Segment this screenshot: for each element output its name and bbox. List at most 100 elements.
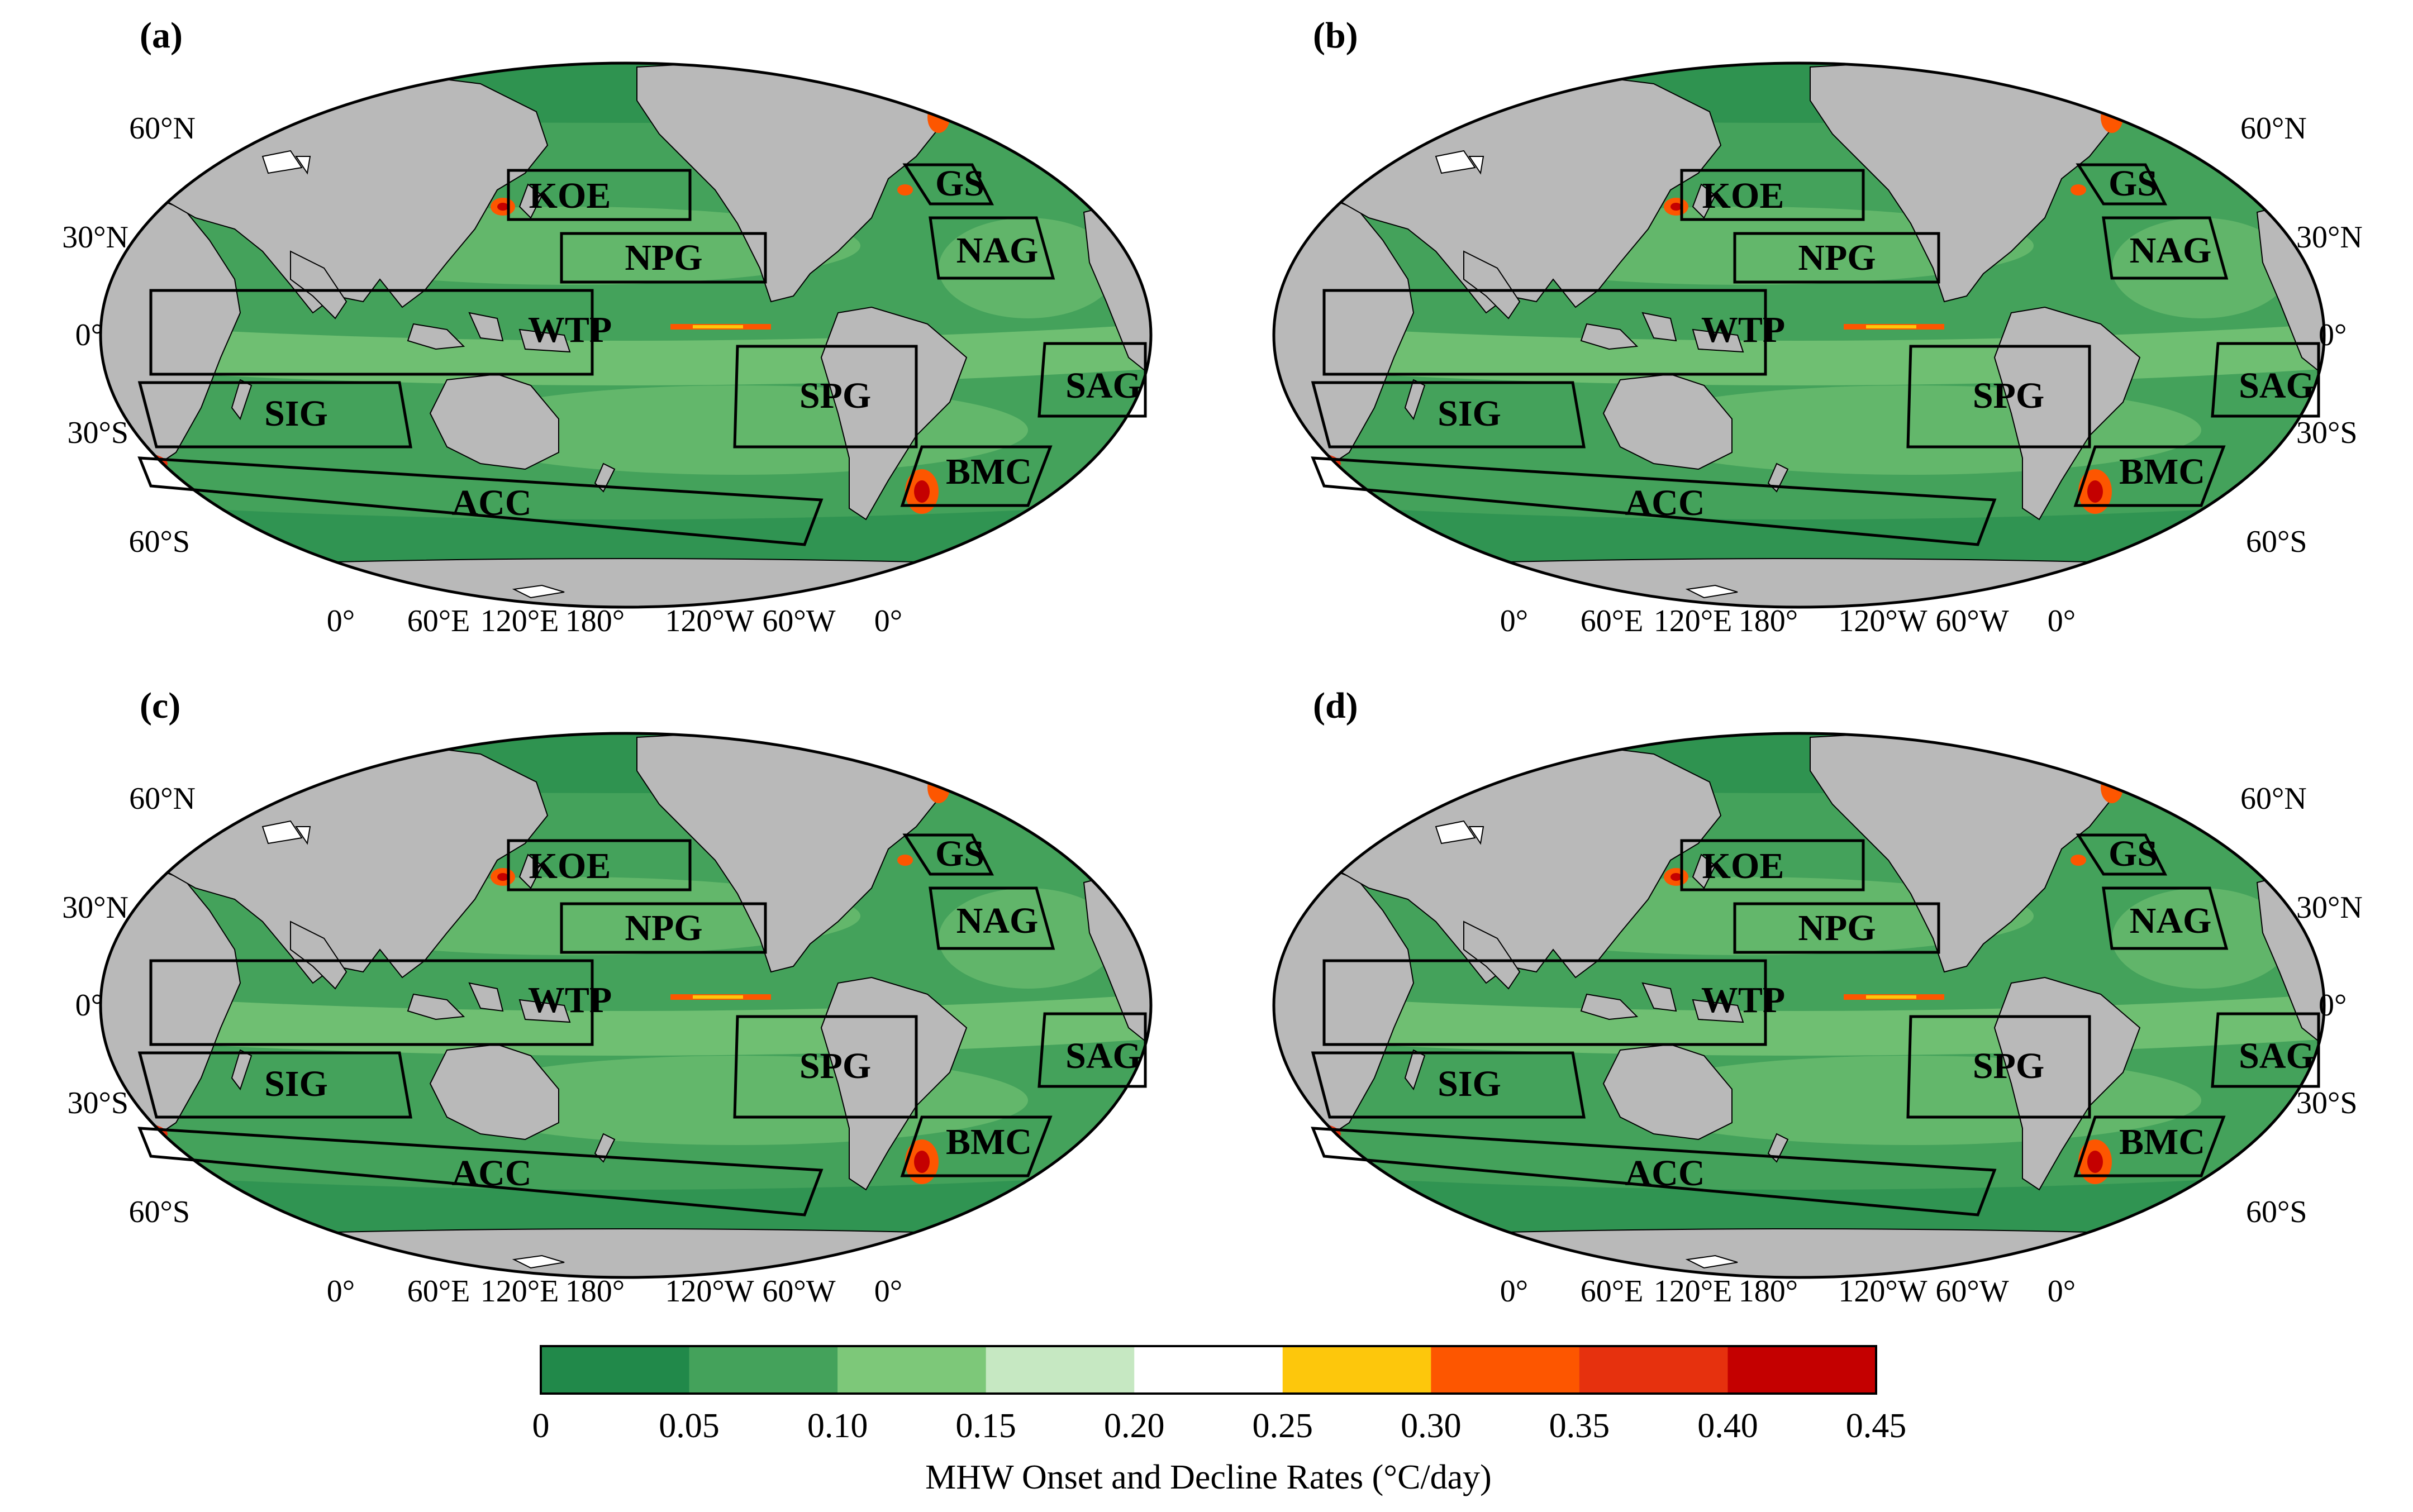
- longitude-label: 0°: [2048, 604, 2076, 638]
- longitude-label: 0°: [327, 604, 355, 638]
- longitude-label: 0°: [874, 604, 902, 638]
- region-box: [2211, 1012, 2320, 1088]
- map-frame: [1272, 732, 2326, 1279]
- colorbar-cell: [837, 1346, 987, 1394]
- colorbar-tick-label: 0.45: [1846, 1407, 1907, 1445]
- colorbar-tick-label: 0.40: [1697, 1407, 1758, 1445]
- region-box: [1680, 839, 1865, 891]
- longitude-label: 60°W: [1935, 1274, 2009, 1309]
- colorbar-tick-label: 0.30: [1401, 1407, 1462, 1445]
- region-label: GS: [2109, 833, 2158, 874]
- region-box: [507, 169, 692, 221]
- region-box: [137, 381, 412, 449]
- latitude-label: 30°S: [2296, 1086, 2358, 1120]
- region-label: GS: [2109, 163, 2158, 204]
- map-panel: KOE NPG WTP SIG ACC SPG GS NAG SAG BMC (d) 60°N 30°N…: [1272, 685, 2363, 1309]
- region-label: SPG: [799, 1046, 871, 1086]
- latitude-label: 30°N: [62, 220, 128, 255]
- region-label: BMC: [2119, 451, 2205, 492]
- region-label: SIG: [1438, 1063, 1501, 1104]
- region-box: [2102, 886, 2229, 950]
- colorbar: 0 0.05 0.10 0.15 0.20 0.25 0.30 0.35 0.40 0.45 MH…: [532, 1345, 1907, 1496]
- latitude-label: 60°N: [129, 781, 196, 816]
- region-box: [900, 445, 1053, 507]
- colorbar-cell: [1431, 1346, 1580, 1394]
- panel-label: (b): [1313, 15, 1358, 56]
- latitude-label: 60°S: [2246, 524, 2307, 559]
- longitude-label: 0°: [874, 1274, 902, 1309]
- latitude-label: 60°N: [129, 111, 196, 146]
- region-label: BMC: [2119, 1122, 2205, 1162]
- region-label: NAG: [2130, 230, 2212, 271]
- region-box: [1311, 1127, 1997, 1217]
- region-box: [1680, 169, 1865, 221]
- colorbar-cell: [1134, 1346, 1283, 1394]
- region-box: [1733, 902, 1940, 954]
- longitude-label: 120°E: [480, 1274, 559, 1309]
- colorbar-cell: [986, 1346, 1135, 1394]
- latitude-label: 0°: [2319, 988, 2347, 1023]
- region-box: [733, 1015, 918, 1119]
- region-box: [2073, 445, 2226, 507]
- longitude-label: 60°W: [762, 604, 835, 638]
- longitude-label: 60°E: [1581, 604, 1644, 638]
- longitude-label: 0°: [2048, 1274, 2076, 1309]
- colorbar-cell: [541, 1346, 690, 1394]
- map-frame: [99, 61, 1153, 609]
- region-label: NAG: [956, 230, 1039, 271]
- map-panel: KOE NPG WTP SIG ACC SPG GS NAG SAG BMC (a) 60°N 30°N…: [62, 15, 1153, 638]
- latitude-label: 0°: [2319, 318, 2347, 352]
- region-label: NPG: [1798, 237, 1876, 278]
- region-label: ACC: [452, 1153, 532, 1194]
- map-panel: KOE NPG WTP SIG ACC SPG GS NAG SAG BMC (b) 60°N 30°N…: [1272, 15, 2363, 638]
- region-label: NAG: [2130, 900, 2212, 941]
- latitude-label: 30°S: [67, 1086, 128, 1120]
- region-box: [1322, 289, 1767, 376]
- region-label: ACC: [1625, 1153, 1705, 1194]
- region-label: ACC: [452, 483, 532, 523]
- colorbar-tick-label: 0.10: [807, 1407, 868, 1445]
- region-box: [137, 1127, 824, 1217]
- region-label: SAG: [2239, 365, 2315, 406]
- colorbar-tick-label: 0.15: [955, 1407, 1016, 1445]
- colorbar-tick-label: 0.20: [1104, 1407, 1165, 1445]
- colorbar-cells: [541, 1346, 1877, 1394]
- longitude-label: 120°W: [665, 604, 754, 638]
- region-label: KOE: [1702, 175, 1784, 216]
- region-label: KOE: [529, 846, 611, 886]
- region-box: [2102, 216, 2229, 280]
- latitude-label: 30°N: [2296, 890, 2363, 925]
- longitude-label: 180°: [565, 1274, 625, 1309]
- region-label: BMC: [946, 451, 1032, 492]
- region-label: ACC: [1625, 483, 1705, 523]
- latitude-label: 30°N: [2296, 220, 2363, 255]
- region-label: GS: [935, 163, 984, 204]
- longitude-label: 60°W: [762, 1274, 835, 1309]
- region-box: [149, 289, 594, 376]
- longitude-label: 60°E: [407, 1274, 470, 1309]
- region-label: WTP: [528, 980, 612, 1020]
- region-label: NPG: [625, 908, 702, 948]
- latitude-label: 60°S: [2246, 1195, 2307, 1229]
- region-box: [507, 839, 692, 891]
- latitude-label: 30°N: [62, 890, 128, 925]
- latitude-label: 30°S: [67, 416, 128, 450]
- latitude-label: 30°S: [2296, 416, 2358, 450]
- region-box: [137, 1051, 412, 1119]
- panel-label: (d): [1313, 685, 1358, 726]
- longitude-label: 0°: [1500, 1274, 1528, 1309]
- region-label: SPG: [1973, 1046, 2044, 1086]
- region-box: [1906, 1015, 2091, 1119]
- longitude-label: 120°E: [1654, 604, 1733, 638]
- latitude-label: 60°S: [128, 524, 190, 559]
- longitude-label: 120°W: [665, 1274, 754, 1309]
- colorbar-cell: [1282, 1346, 1431, 1394]
- latitude-label: 60°S: [128, 1195, 190, 1229]
- region-box: [929, 886, 1055, 950]
- longitude-label: 120°E: [480, 604, 559, 638]
- map-panel: KOE NPG WTP SIG ACC SPG GS NAG SAG BMC (c) 60°N 30°N…: [62, 685, 1153, 1309]
- longitude-label: 120°E: [1654, 1274, 1733, 1309]
- colorbar-cell: [1727, 1346, 1877, 1394]
- map-frame: [1272, 61, 2326, 609]
- region-box: [149, 959, 594, 1046]
